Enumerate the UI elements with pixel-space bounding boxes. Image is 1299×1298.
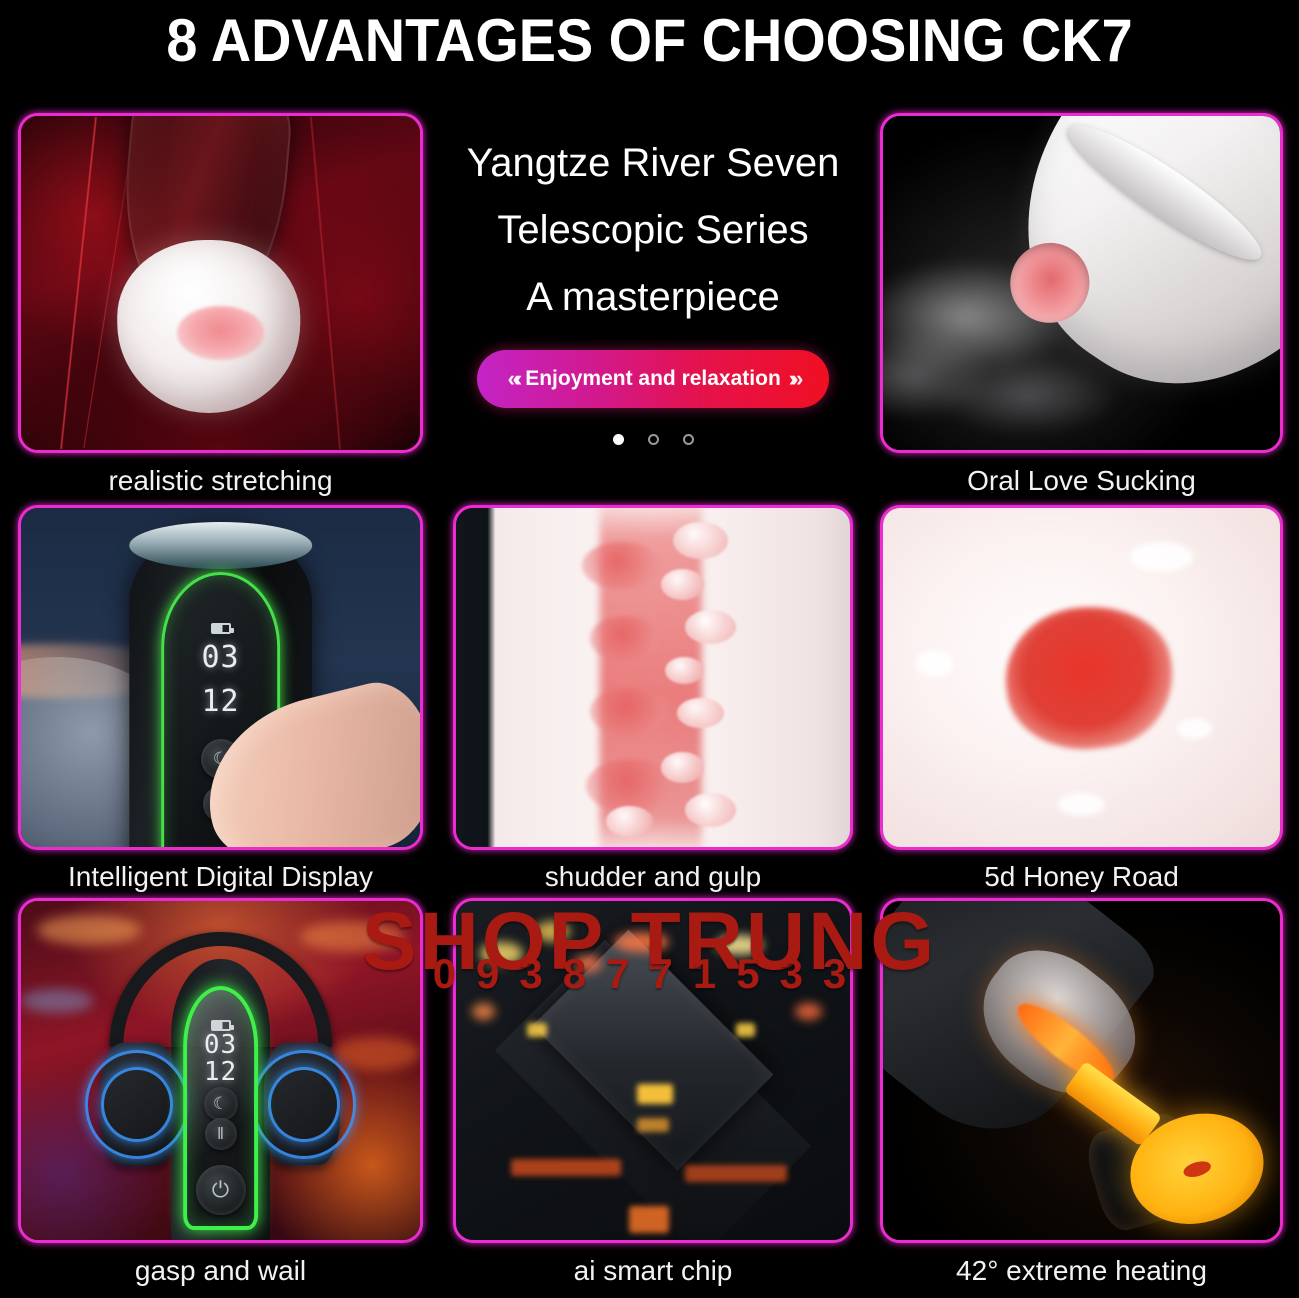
caption-intelligent-digital-display: Intelligent Digital Display [67,861,374,892]
carousel-dot-3[interactable] [682,434,694,445]
panel-artwork-ai-smart-chip [456,901,850,1240]
headline-line-1: Yangtze River Seven [466,141,840,185]
panel-frame [453,898,853,1243]
center-text-panel: Yangtze River Seven Telescopic Series A … [453,113,853,453]
panel-artwork-realistic-stretching [21,116,420,450]
panel-frame [880,898,1283,1243]
panel-ai-smart-chip[interactable] [453,898,853,1243]
panel-frame [453,505,853,850]
panel-artwork-intelligent-digital-display: 03 12 ☾ ‖ [21,508,420,847]
caption-42-extreme-heating: 42° extreme heating [956,1255,1207,1286]
panel-oral-love-sucking[interactable] [880,113,1283,453]
panel-42-extreme-heating[interactable] [880,898,1283,1243]
pill-label: Enjoyment and relaxation [525,367,781,390]
display-reading-bottom: 12 [203,1056,238,1087]
panel-gasp-and-wail[interactable]: 03 12 ☾ ‖ ⏻ [18,898,423,1243]
panel-artwork-5d-honey-road [883,508,1280,847]
panel-artwork-oral-love-sucking [883,116,1280,450]
center-panel-content: Yangtze River Seven Telescopic Series A … [453,113,853,453]
display-reading-bottom: 12 [201,684,240,720]
display-reading-top: 03 [203,1029,238,1060]
caption-gasp-and-wail: gasp and wail [134,1255,307,1286]
panel-frame [18,113,423,453]
headline-line-2: Telescopic Series [497,208,809,252]
power-button[interactable]: ⏻ [195,1165,246,1216]
panel-intelligent-digital-display[interactable]: 03 12 ☾ ‖ [18,505,423,850]
carousel-dot-1[interactable] [612,434,624,445]
carousel-dots[interactable] [612,434,694,445]
battery-icon [210,623,234,635]
chevron-right-icon: ›» [788,366,803,391]
page-title: 8 ADVANTAGES OF CHOOSING CK7 [166,7,1133,74]
panel-frame [880,505,1283,850]
mode-button[interactable]: ☾ [203,1087,238,1122]
caption-realistic-stretching: realistic stretching [108,465,333,496]
panel-artwork-gasp-and-wail: 03 12 ☾ ‖ ⏻ [21,901,420,1240]
caption-oral-love-sucking: Oral Love Sucking [967,465,1196,496]
display-reading-top: 03 [201,640,240,676]
caption-shudder-and-gulp: shudder and gulp [544,861,762,892]
panel-shudder-and-gulp[interactable] [453,505,853,850]
caption-5d-honey-road: 5d Honey Road [984,861,1179,892]
panel-artwork-shudder-and-gulp [456,508,850,847]
panel-frame [880,113,1283,453]
headline-line-3: A masterpiece [526,275,780,319]
panel-artwork-42-extreme-heating [883,901,1280,1240]
panel-5d-honey-road[interactable] [880,505,1283,850]
panel-frame: 03 12 ☾ ‖ ⏻ [18,898,423,1243]
carousel-dot-2[interactable] [647,434,659,445]
panel-frame: 03 12 ☾ ‖ [18,505,423,850]
enjoyment-pill-button[interactable]: «‹ Enjoyment and relaxation ›» [477,350,829,408]
chevron-left-icon: «‹ [507,366,522,391]
pause-button[interactable]: ‖ [204,1117,237,1150]
center-panel-frame: Yangtze River Seven Telescopic Series A … [453,113,853,453]
caption-ai-smart-chip: ai smart chip [573,1255,733,1286]
battery-icon [210,1019,234,1031]
panel-realistic-stretching[interactable] [18,113,423,453]
